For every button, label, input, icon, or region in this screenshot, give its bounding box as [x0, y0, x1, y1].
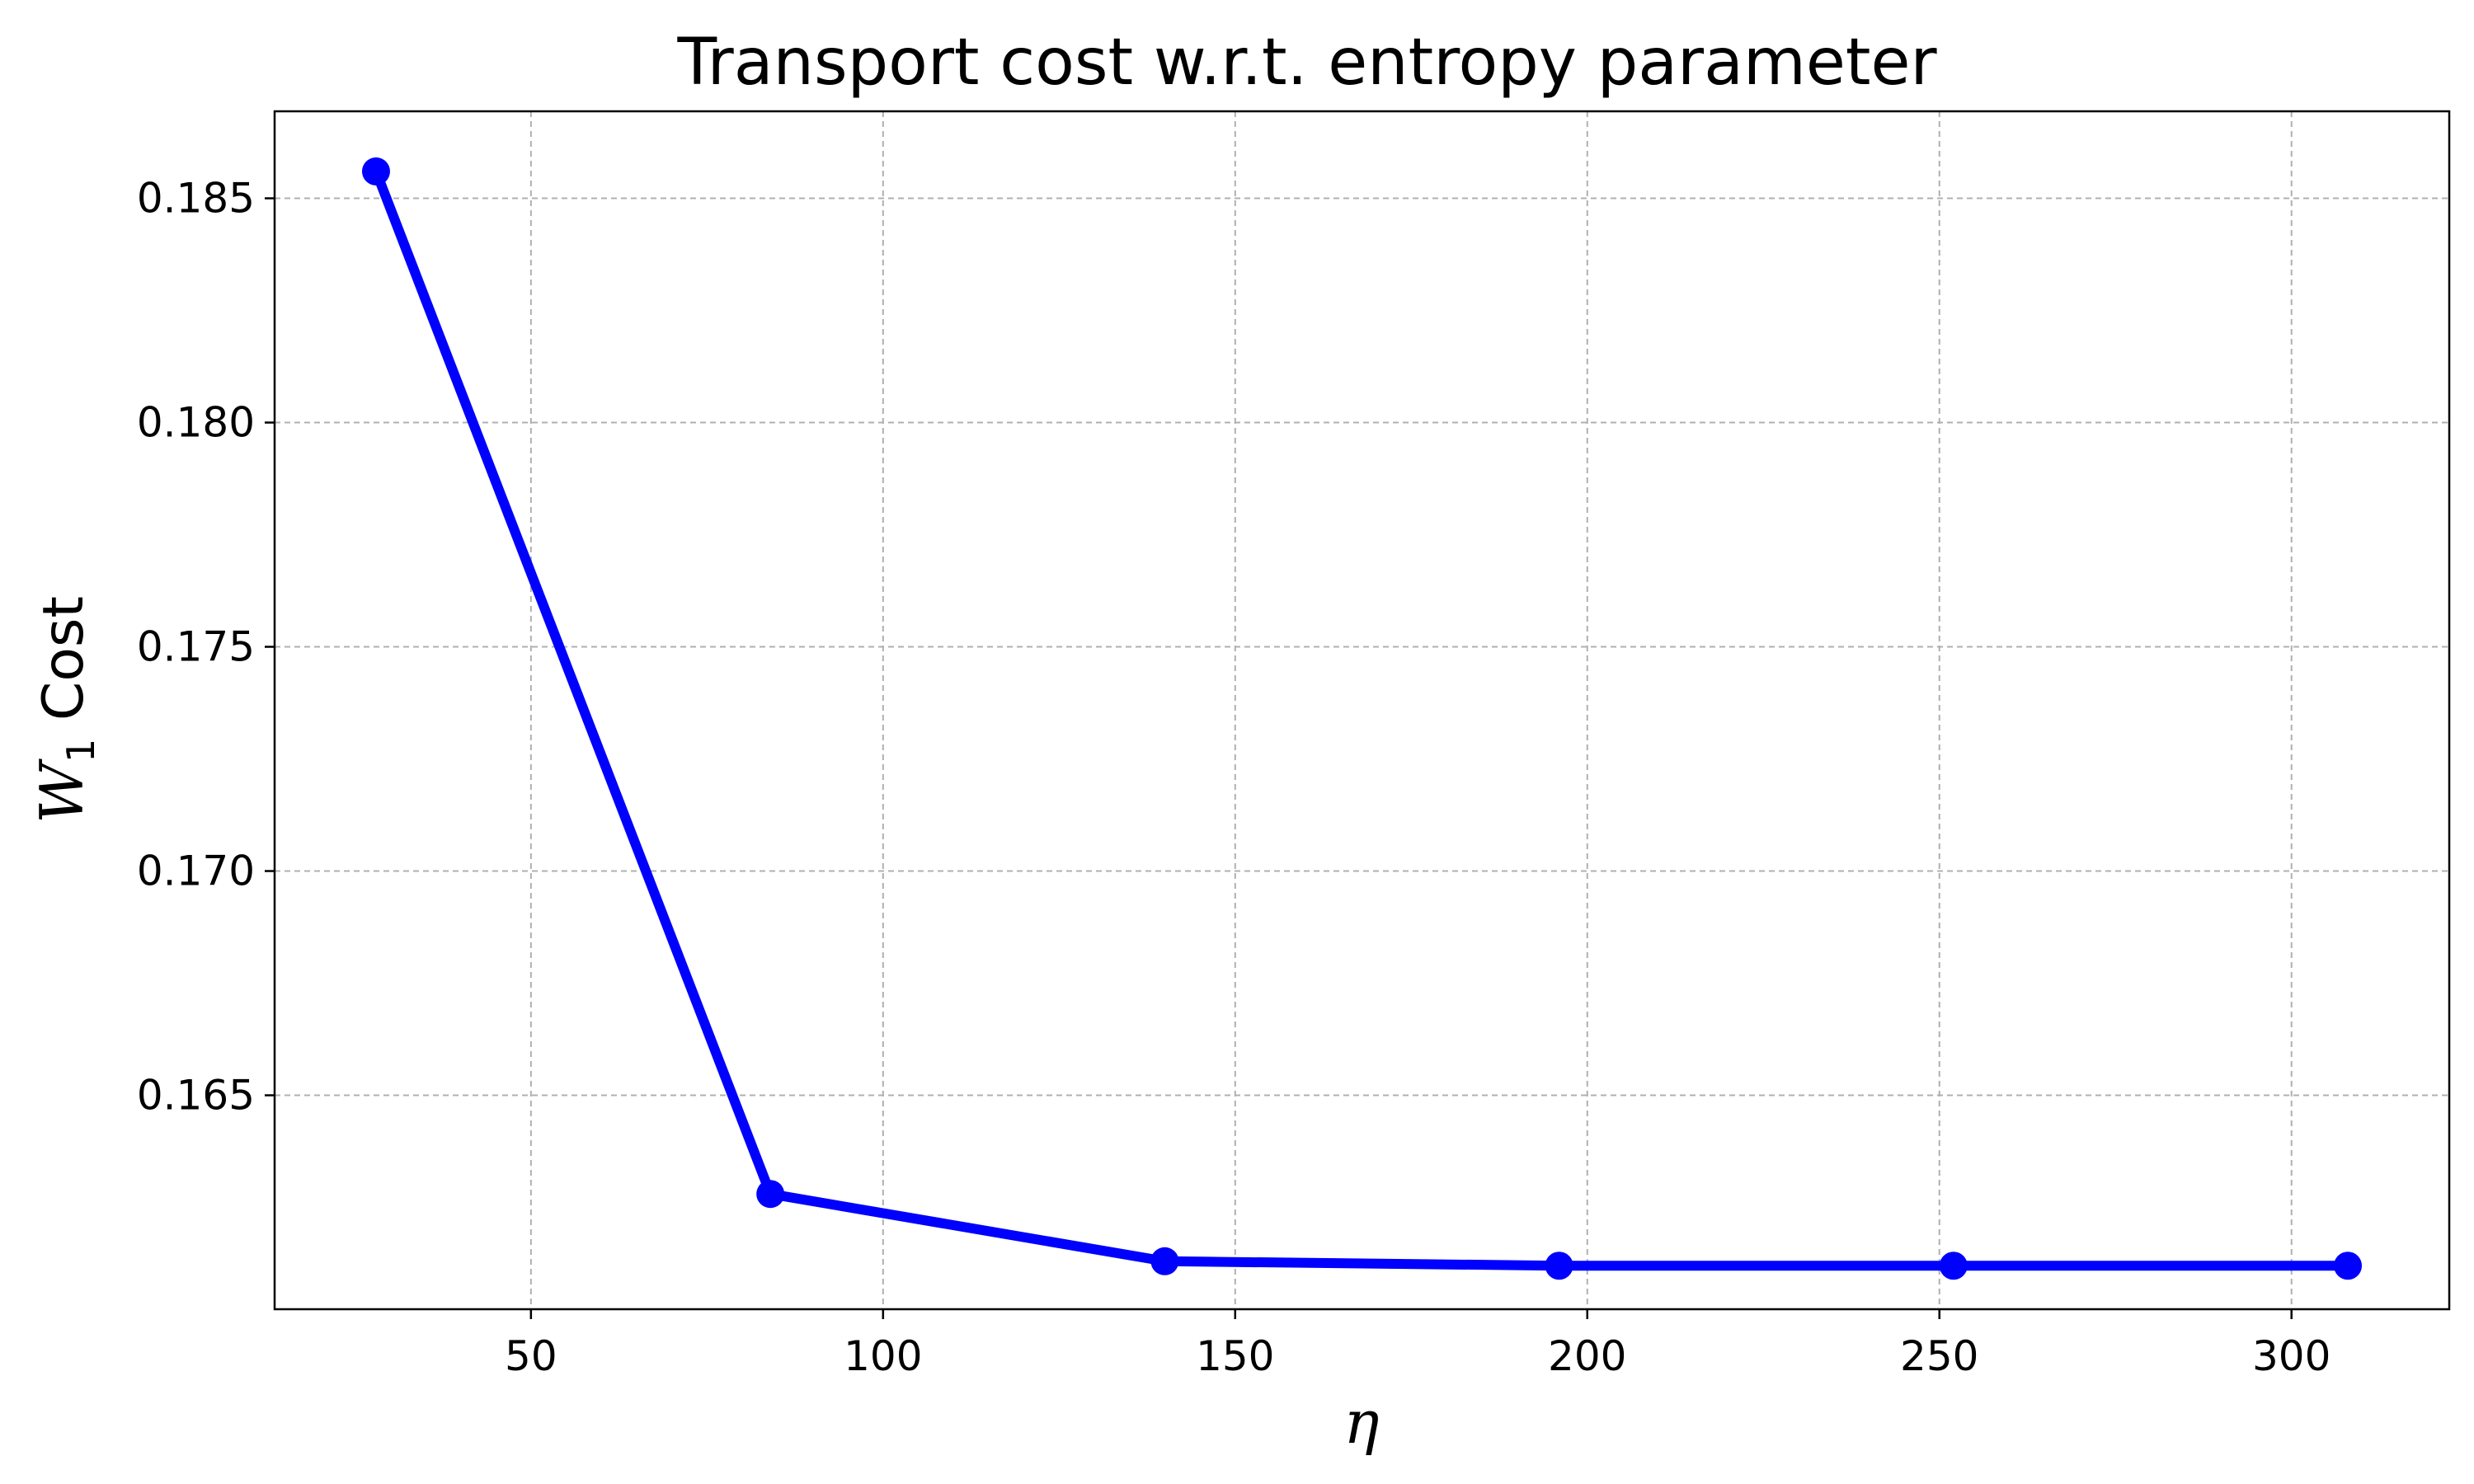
y-tick-label: 0.180	[137, 399, 255, 447]
x-tick-label: 300	[2252, 1332, 2331, 1380]
ticks: 50 100 150 200 250 300 0.165 0.170 0.175 0.180 0.1…	[137, 175, 2331, 1380]
y-axis-label-rest: Cost	[31, 596, 96, 739]
y-axis-label-main: W	[27, 758, 96, 824]
x-tick-label: 200	[1548, 1332, 1626, 1380]
y-axis-label-sub: 1	[59, 739, 103, 763]
x-tick-label: 100	[844, 1332, 922, 1380]
grid	[275, 111, 2449, 1309]
data-point	[361, 157, 390, 186]
chart-title: Transport cost w.r.t. entropy parameter	[676, 26, 1937, 100]
x-tick-label: 250	[1900, 1332, 1978, 1380]
y-tick-label: 0.165	[137, 1072, 255, 1120]
x-tick-label: 50	[505, 1332, 557, 1380]
y-tick-label: 0.175	[137, 623, 255, 671]
data-point	[756, 1180, 785, 1209]
data-point	[1939, 1252, 1968, 1280]
y-tick-label: 0.170	[137, 848, 255, 895]
x-tick-label: 150	[1196, 1332, 1274, 1380]
x-axis-label: η	[1343, 1388, 1379, 1457]
series-layer	[361, 157, 2363, 1280]
data-point	[1150, 1247, 1179, 1275]
y-tick-label: 0.185	[137, 175, 255, 223]
series-line	[371, 166, 2353, 1271]
data-point	[2334, 1252, 2363, 1280]
y-axis-label: W1 Cost	[27, 596, 103, 824]
plot-frame	[273, 110, 2451, 1311]
data-point	[1545, 1252, 1573, 1280]
